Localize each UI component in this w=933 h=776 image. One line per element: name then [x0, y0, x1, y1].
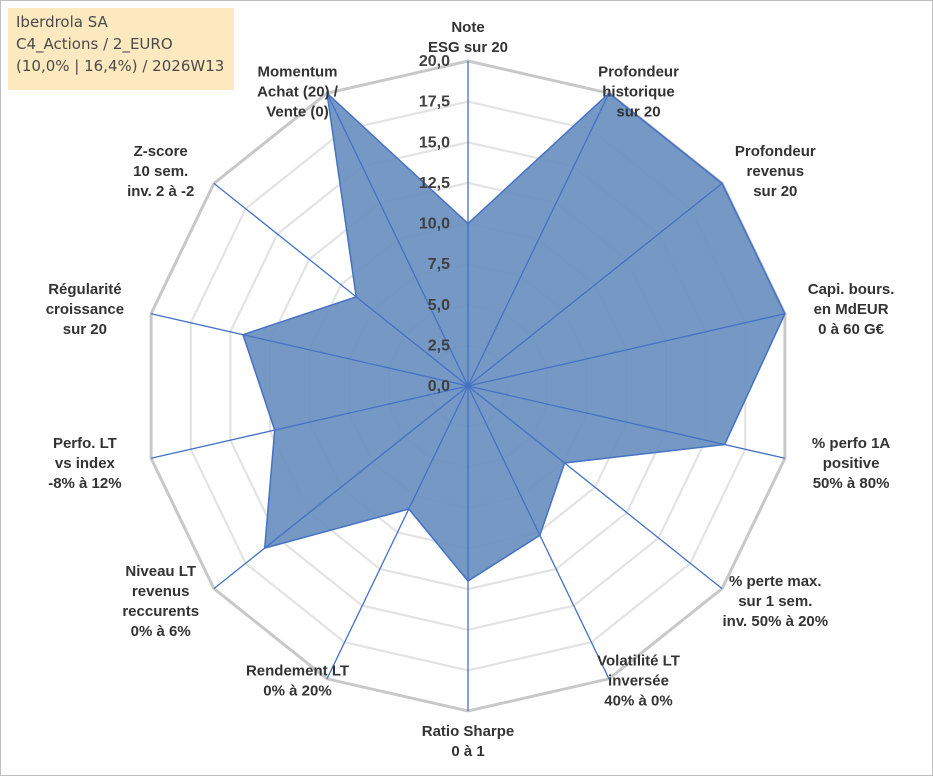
company-name: Iberdrola SA	[16, 13, 108, 31]
axis-label-11: Perfo. LT vs index -8% à 12%	[48, 435, 121, 492]
axis-label-line: 10 sem.	[133, 163, 188, 180]
axis-label-line: sur 1 sem.	[738, 593, 812, 610]
axis-spoke-3	[467, 182, 723, 387]
axis-label-9: Rendement LT 0% à 20%	[246, 663, 349, 700]
tick-label: 5,0	[428, 297, 450, 314]
axis-label-line: Rendement LT	[246, 663, 349, 680]
axis-spoke-12	[150, 313, 469, 387]
axis-label-1: Note ESG sur 20	[428, 19, 508, 56]
axis-spoke-14	[326, 92, 469, 387]
axis-spoke-4	[467, 313, 786, 387]
tick-label: 2,5	[428, 337, 450, 354]
axis-label-8: Ratio Sharpe 0 à 1	[422, 723, 515, 760]
axis-label-line: revenus	[747, 163, 805, 180]
axis-labels: Note ESG sur 20 Profondeur historique sur 20…	[46, 19, 895, 760]
axis-spoke-6	[467, 385, 723, 590]
axis-label-line: sur 20	[616, 103, 660, 120]
tick-label: 17,5	[419, 94, 450, 111]
axis-label-line: sur 20	[753, 183, 797, 200]
axis-spoke-5	[467, 385, 786, 459]
axis-label-line: inversée	[608, 673, 669, 690]
axis-label-5: % perfo 1A positive 50% à 80%	[812, 435, 891, 492]
tick-label: 7,5	[428, 256, 450, 273]
axis-spoke-2	[467, 92, 610, 387]
axis-label-line: 0% à 6%	[131, 623, 191, 640]
tick-label: 20,0	[419, 53, 450, 70]
tick-label: 0,0	[428, 378, 450, 395]
axis-label-line: vs index	[55, 455, 116, 472]
axis-label-line: Volatilité LT	[597, 653, 680, 670]
axis-label-10: Niveau LT revenus reccurents 0% à 6%	[122, 563, 199, 640]
axis-label-line: inv. 2 à -2	[127, 183, 194, 200]
axis-label-7: Volatilité LT inversée 40% à 0%	[597, 653, 680, 710]
axis-label-line: Ratio Sharpe	[422, 723, 515, 740]
axis-label-line: 50% à 80%	[813, 475, 890, 492]
axis-spoke-7	[467, 385, 610, 680]
axis-label-line: positive	[823, 455, 880, 472]
axis-spoke-9	[326, 385, 469, 680]
axis-label-line: 40% à 0%	[604, 693, 672, 710]
axis-label-line: Capi. bours.	[808, 281, 895, 298]
axis-label-12: Régularité croissance sur 20	[46, 281, 124, 338]
axis-label-line: Vente (0)	[266, 103, 329, 120]
axis-label-13: Z-score 10 sem. inv. 2 à -2	[127, 143, 194, 200]
axis-label-line: Niveau LT	[125, 563, 196, 580]
tick-label: 10,0	[419, 216, 450, 233]
series-area-iberdrola	[242, 91, 786, 582]
axis-label-line: Perfo. LT	[53, 435, 117, 452]
axis-label-line: Note	[451, 19, 484, 36]
info-box: Iberdrola SA C4_Actions / 2_EURO (10,0% …	[8, 8, 234, 90]
tick-label: 15,0	[419, 134, 450, 151]
axis-label-line: Profondeur	[735, 143, 816, 160]
axis-label-line: Achat (20) /	[257, 83, 339, 100]
axis-label-4: Capi. bours. en MdEUR 0 à 60 G€	[808, 281, 895, 338]
axis-label-line: Profondeur	[598, 63, 679, 80]
axis-label-line: croissance	[46, 301, 124, 318]
axis-label-line: Z-score	[134, 143, 188, 160]
axis-label-line: en MdEUR	[814, 301, 889, 318]
axis-label-line: 0 à 1	[451, 743, 484, 760]
axis-label-2: Profondeur historique sur 20	[598, 63, 679, 120]
stats-period: (10,0% | 16,4%) / 2026W13	[16, 57, 225, 75]
axis-label-line: historique	[602, 83, 675, 100]
axis-spoke-11	[150, 385, 469, 459]
axis-label-line: inv. 50% à 20%	[722, 613, 828, 630]
axis-label-line: -8% à 12%	[48, 475, 121, 492]
tick-label: 12,5	[419, 175, 450, 192]
axis-label-line: % perfo 1A	[812, 435, 891, 452]
axis-label-line: Momentum	[258, 63, 338, 80]
radar-series	[242, 91, 786, 582]
axis-label-line: revenus	[132, 583, 190, 600]
axis-spoke-13	[213, 182, 469, 387]
axis-label-line: % perte max.	[729, 573, 822, 590]
axis-label-line: sur 20	[63, 321, 107, 338]
axis-label-line: reccurents	[122, 603, 199, 620]
axis-label-line: 0 à 60 G€	[818, 321, 885, 338]
axis-label-6: % perte max. sur 1 sem. inv. 50% à 20%	[722, 573, 828, 630]
axis-label-3: Profondeur revenus sur 20	[735, 143, 816, 200]
radial-tick-labels: 0,0 2,5 5,0 7,5 10,0 12,5 15,0 17,5 20,0	[419, 53, 450, 395]
axis-label-line: Régularité	[48, 281, 121, 298]
axis-label-line: 0% à 20%	[263, 683, 331, 700]
category-label: C4_Actions / 2_EURO	[16, 35, 173, 53]
axis-label-line: ESG sur 20	[428, 39, 508, 56]
radar-spokes	[150, 61, 786, 711]
axis-spoke-10	[213, 385, 469, 590]
axis-label-14: Momentum Achat (20) / Vente (0)	[257, 63, 339, 120]
